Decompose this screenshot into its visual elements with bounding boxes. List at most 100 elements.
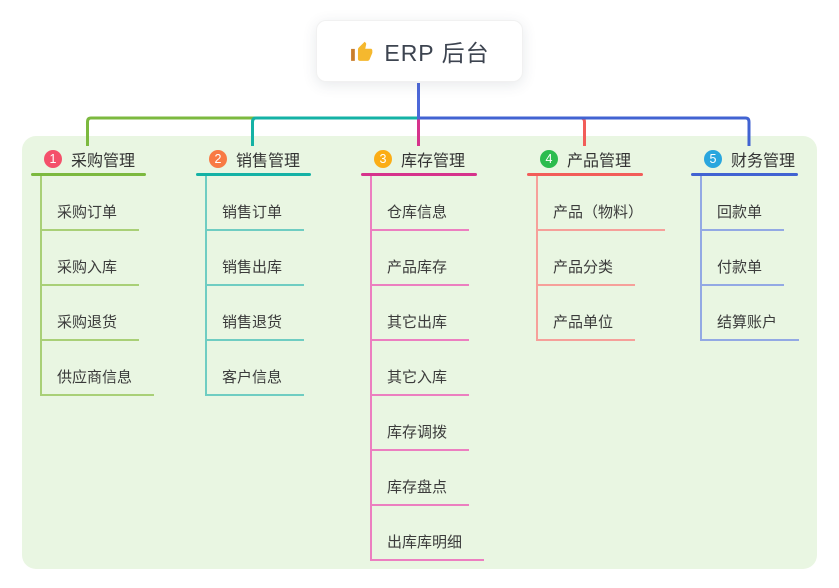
mindmap-item: 出库库明细 [361,506,485,561]
item-underline: 产品单位 [536,311,636,341]
mindmap-item: 产品分类 [527,231,643,286]
item-underline: 采购订单 [40,201,140,231]
mindmap-item: 采购订单 [31,176,146,231]
item-underline: 库存调拨 [370,421,470,451]
item-underline: 采购退货 [40,311,140,341]
item-label[interactable]: 采购退货 [57,314,118,331]
item-underline: 出库库明细 [370,531,485,561]
branch-underline [31,173,146,176]
mindmap-item: 采购入库 [31,231,146,286]
branch-connector-line [700,176,702,341]
mindmap-item: 销售出库 [196,231,311,286]
item-label[interactable]: 采购订单 [57,204,118,221]
branch-title[interactable]: 产品管理 [567,153,632,170]
item-label[interactable]: 其它入库 [387,369,448,386]
mindmap-item: 销售退货 [196,286,311,341]
item-label[interactable]: 付款单 [717,259,763,276]
item-underline: 回款单 [700,201,785,231]
item-underline: 其它入库 [370,366,470,396]
mindmap-item: 回款单 [691,176,798,231]
mindmap-item: 其它入库 [361,341,477,396]
branch-column-2: 2 销售管理销售订单销售出库销售退货客户信息 [196,145,311,396]
branch-connector-line [370,176,372,561]
branch-items: 产品（物料） 产品分类产品单位 [527,176,666,341]
branch-title-row: 2 销售管理 [196,145,311,173]
mindmap-item: 产品单位 [527,286,643,341]
item-label[interactable]: 库存盘点 [387,479,448,496]
branch-number-badge: 1 [44,150,62,168]
branch-connector-line [40,176,42,396]
item-underline: 结算账户 [700,311,800,341]
thumbs-up-icon [349,39,374,64]
branch-number-badge: 4 [540,150,558,168]
item-label[interactable]: 其它出库 [387,314,448,331]
item-label[interactable]: 销售退货 [222,314,283,331]
branch-connector-line [536,176,538,341]
mindmap-item: 仓库信息 [361,176,477,231]
item-underline: 库存盘点 [370,476,470,506]
branch-title-row: 1 采购管理 [31,145,146,173]
branch-title-row: 4 产品管理 [527,145,643,173]
item-label[interactable]: 采购入库 [57,259,118,276]
item-label[interactable]: 结算账户 [717,314,778,331]
branch-items: 销售订单销售出库销售退货客户信息 [196,176,311,396]
branch-underline [361,173,477,176]
mindmap-item: 结算账户 [691,286,800,341]
root-title: ERP 后台 [384,40,490,66]
mindmap-item: 库存盘点 [361,451,477,506]
branch-items: 回款单付款单结算账户 [691,176,800,341]
item-label[interactable]: 产品库存 [387,259,448,276]
item-underline: 采购入库 [40,256,140,286]
item-underline: 销售出库 [205,256,305,286]
item-underline: 供应商信息 [40,366,155,396]
branch-items: 仓库信息产品库存其它出库其它入库库存调拨库存盘点出库库明细 [361,176,485,561]
branch-items: 采购订单采购入库采购退货供应商信息 [31,176,155,396]
branch-title[interactable]: 销售管理 [236,153,301,170]
item-label[interactable]: 出库库明细 [387,534,463,551]
item-label[interactable]: 产品（物料） [553,204,644,221]
mindmap-item: 付款单 [691,231,798,286]
branch-underline [196,173,311,176]
item-label[interactable]: 销售出库 [222,259,283,276]
item-underline: 其它出库 [370,311,470,341]
item-underline: 销售订单 [205,201,305,231]
branch-number-badge: 2 [209,150,227,168]
item-label[interactable]: 库存调拨 [387,424,448,441]
branch-title[interactable]: 采购管理 [71,153,136,170]
item-label[interactable]: 仓库信息 [387,204,448,221]
item-label[interactable]: 销售订单 [222,204,283,221]
item-label[interactable]: 产品分类 [553,259,614,276]
item-underline: 销售退货 [205,311,305,341]
mindmap-item: 客户信息 [196,341,311,396]
mindmap-item: 供应商信息 [31,341,155,396]
branch-underline [691,173,798,176]
item-underline: 产品库存 [370,256,470,286]
item-label[interactable]: 产品单位 [553,314,614,331]
branch-title[interactable]: 库存管理 [401,153,466,170]
branch-column-1: 1 采购管理采购订单采购入库采购退货供应商信息 [31,145,155,396]
mindmap-item: 其它出库 [361,286,477,341]
branch-connector-line [205,176,207,396]
branch-column-5: 5 财务管理 回款单 付款单 结算账户 [691,145,800,341]
item-underline: 客户信息 [205,366,305,396]
root-node[interactable]: ERP 后台 [316,20,523,82]
item-label[interactable]: 回款单 [717,204,763,221]
item-underline: 付款单 [700,256,785,286]
branch-number-badge: 3 [374,150,392,168]
mindmap-item: 库存调拨 [361,396,477,451]
branch-column-3: 3 库存管理仓库信息产品库存其它出库其它入库库存调拨库存盘点出库库明细 [361,145,485,561]
mindmap-item: 销售订单 [196,176,311,231]
item-underline: 产品分类 [536,256,636,286]
mindmap-item: 采购退货 [31,286,146,341]
item-label[interactable]: 供应商信息 [57,369,133,386]
branch-column-4: 4 产品管理产品（物料） 产品分类产品单位 [527,145,666,341]
branches-panel [22,136,817,569]
item-label[interactable]: 客户信息 [222,369,283,386]
branch-title[interactable]: 财务管理 [731,153,796,170]
branch-underline [527,173,643,176]
branch-title-row: 3 库存管理 [361,145,477,173]
mindmap-item: 产品（物料） [527,176,666,231]
item-underline: 仓库信息 [370,201,470,231]
